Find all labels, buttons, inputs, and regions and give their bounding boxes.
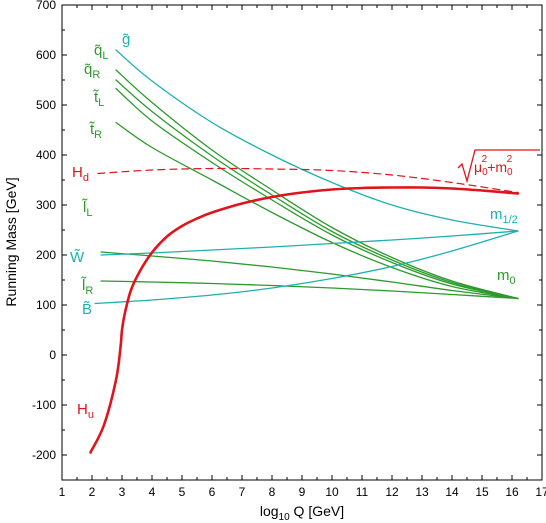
y-tick-label: 200 [36,248,56,262]
plot-frame [61,4,543,481]
x-tick-label: 13 [415,485,429,499]
y-tick-label: 700 [36,0,56,12]
squark-right-label-base: q̃ [84,61,92,78]
series-line-wino [100,230,519,256]
series-line-gluino [115,49,519,232]
x-tick-label: 4 [149,485,156,499]
slepton-left-label-sub: L [86,207,92,219]
y-tick-label: 100 [36,298,56,312]
gluino-label: g̃ [122,31,130,48]
squark-right-label: q̃R [84,61,100,81]
sqrt-radical-sign [457,149,540,184]
hu-label-sub: u [88,409,94,421]
slepton-right-label-base: l̃ [80,276,87,294]
sqrt-mu: μ [474,159,482,175]
series-line-hu [89,186,520,454]
slepton-right-label: l̃R [80,276,93,297]
x-tick-label: 10 [325,485,339,499]
y-axis-label: Running Mass [GeV] [3,177,19,306]
y-tick-label: -100 [32,398,56,412]
x-tick-label: 17 [535,485,546,499]
sqrt-mu-sub: 0 [482,167,488,178]
wino-label: W̃ [70,249,85,266]
x-tick-label: 15 [475,485,489,499]
sqrt-m-sub: 0 [507,167,513,178]
hd-label: Hd [72,164,89,184]
squark-left-label: q̃L [94,42,108,62]
y-tick-label: 0 [49,348,56,362]
sqrt-mu0-m0-label: μ02+m02 [457,149,540,184]
stop-right-label-sub: R [94,129,102,141]
x-axis-label-log: log [260,503,279,519]
m-half-label-sub: 1/2 [503,214,518,226]
x-tick-labels: 1 2 3 4 5 6 7 8 9 10 11 12 13 14 15 16 17 [59,485,546,499]
hd-label-base: H [72,164,83,181]
slepton-left-label-base: l̃ [81,198,88,216]
sqrt-m-sup: 2 [507,154,513,165]
bino-label: B̃ [82,301,92,318]
x-tick-label: 7 [239,485,246,499]
curve-labels: g̃ q̃L q̃R t̃L t̃R Hd Hu l̃L W̃ l̃R B̃ m… [70,31,540,421]
squark-right-label-sub: R [92,69,100,81]
slepton-left-label: l̃L [81,198,92,219]
x-axis-label: log10 Q [GeV] [260,503,344,523]
x-tick-label: 3 [119,485,126,499]
squark-left-label-sub: L [102,50,108,62]
x-tick-label: 9 [299,485,306,499]
sqrt-plus: +m [487,159,507,175]
x-tick-label: 11 [356,485,369,499]
x-tick-label: 1 [59,485,66,499]
slepton-right-label-sub: R [85,285,93,297]
x-tick-label: 5 [179,485,186,499]
x-tick-label: 16 [505,485,519,499]
x-tick-label: 8 [269,485,276,499]
series-line-lr [100,280,519,300]
stop-left-label-base: t̃ [92,89,99,106]
series-line-bino [94,230,519,305]
y-tick-labels: -200 -100 0 100 200 300 400 500 600 700 [32,0,56,462]
x-tick-label: 6 [209,485,216,499]
x-axis-label-sub: 10 [279,512,291,523]
series-line-tr [115,121,519,300]
series-group [89,49,520,454]
y-tick-label: 600 [36,48,56,62]
y-tick-label: 500 [36,98,56,112]
stop-right-label-base: t̃ [88,121,95,138]
x-tick-label: 12 [385,485,399,499]
hu-label: Hu [77,401,94,421]
m0-label: m0 [497,267,516,287]
series-line-ql [115,69,519,300]
sqrt-radicand: μ02+m02 [474,154,513,178]
stop-left-label: t̃L [92,89,104,109]
axis-ticks [61,4,543,480]
m0-label-sub: 0 [510,275,516,287]
series-line-hd [97,167,519,194]
y-tick-label: 400 [36,148,56,162]
m-half-label-base: m [490,206,503,223]
series-line-tl [115,87,519,300]
x-tick-label: 2 [89,485,96,499]
hu-label-base: H [77,401,88,418]
m-half-label: m1/2 [490,206,518,226]
y-tick-label: -200 [32,448,56,462]
y-tick-label: 300 [36,198,56,212]
x-tick-label: 14 [445,485,459,499]
hd-label-sub: d [83,172,89,184]
series-line-ll [100,251,519,300]
stop-left-label-sub: L [98,97,104,109]
sqrt-mu-sup: 2 [482,154,488,165]
x-axis-label-rest: Q [GeV] [290,503,344,519]
m0-label-base: m [497,267,510,284]
squark-left-label-base: q̃ [94,42,102,59]
stop-right-label: t̃R [88,121,102,141]
series-line-qr [115,79,519,300]
